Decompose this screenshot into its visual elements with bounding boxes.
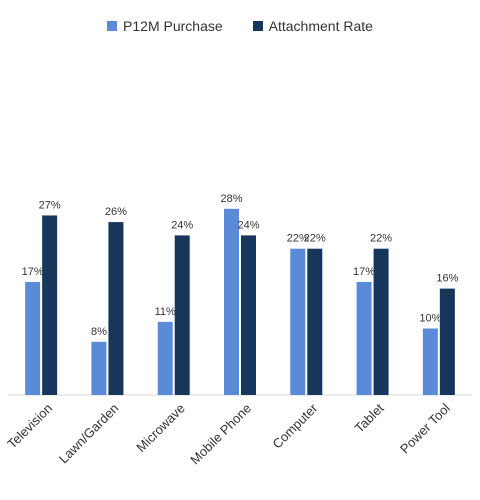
x-tick-label-0: Television: [4, 401, 55, 452]
bar-attachment-2: [174, 235, 190, 395]
x-tick-label-6: Power Tool: [397, 400, 453, 456]
bar-p12m-6: [422, 328, 438, 395]
legend-item-p12m: P12M Purchase: [107, 18, 223, 34]
x-tick-label-5: Tablet: [352, 400, 387, 435]
data-label-p12m-3: 28%: [220, 193, 242, 205]
legend-item-attachment: Attachment Rate: [252, 18, 373, 34]
legend: P12M Purchase Attachment Rate: [0, 18, 480, 34]
data-label-attachment-1: 26%: [105, 206, 127, 218]
bar-attachment-1: [108, 222, 124, 395]
bar-attachment-3: [241, 235, 256, 395]
bar-attachment-5: [373, 248, 389, 395]
bar-attachment-0: [42, 215, 58, 395]
legend-swatch-attachment: [252, 21, 263, 31]
bar-p12m-1: [91, 341, 107, 395]
data-label-p12m-4: 22%: [287, 233, 309, 245]
x-tick-label-1: Lawn/Garden: [56, 401, 122, 467]
data-label-attachment-0: 27%: [39, 199, 61, 211]
x-tick-label-4: Computer: [269, 400, 320, 451]
bar-p12m-3: [224, 208, 239, 395]
data-label-attachment-3: 24%: [237, 219, 259, 231]
data-label-p12m-0: 17%: [22, 266, 44, 278]
bar-p12m-4: [290, 248, 306, 395]
x-tick-label-2: Microwave: [133, 401, 188, 456]
data-label-attachment-2: 24%: [171, 219, 193, 231]
data-label-p12m-5: 17%: [353, 266, 375, 278]
data-label-p12m-6: 10%: [419, 313, 441, 325]
bar-p12m-0: [25, 281, 41, 395]
x-tick-label-3: Mobile Phone: [187, 401, 254, 468]
bar-attachment-6: [439, 288, 455, 395]
data-label-attachment-6: 16%: [436, 273, 458, 285]
bar-p12m-5: [356, 281, 372, 395]
legend-swatch-p12m: [107, 21, 118, 31]
bar-attachment-4: [307, 248, 323, 395]
data-label-attachment-4: 22%: [304, 233, 326, 245]
data-label-attachment-5: 22%: [370, 233, 392, 245]
data-label-p12m-1: 8%: [91, 326, 107, 338]
legend-label-attachment: Attachment Rate: [268, 18, 373, 34]
legend-label-p12m: P12M Purchase: [123, 18, 223, 34]
bar-p12m-2: [157, 321, 173, 395]
data-label-p12m-2: 11%: [155, 306, 176, 318]
